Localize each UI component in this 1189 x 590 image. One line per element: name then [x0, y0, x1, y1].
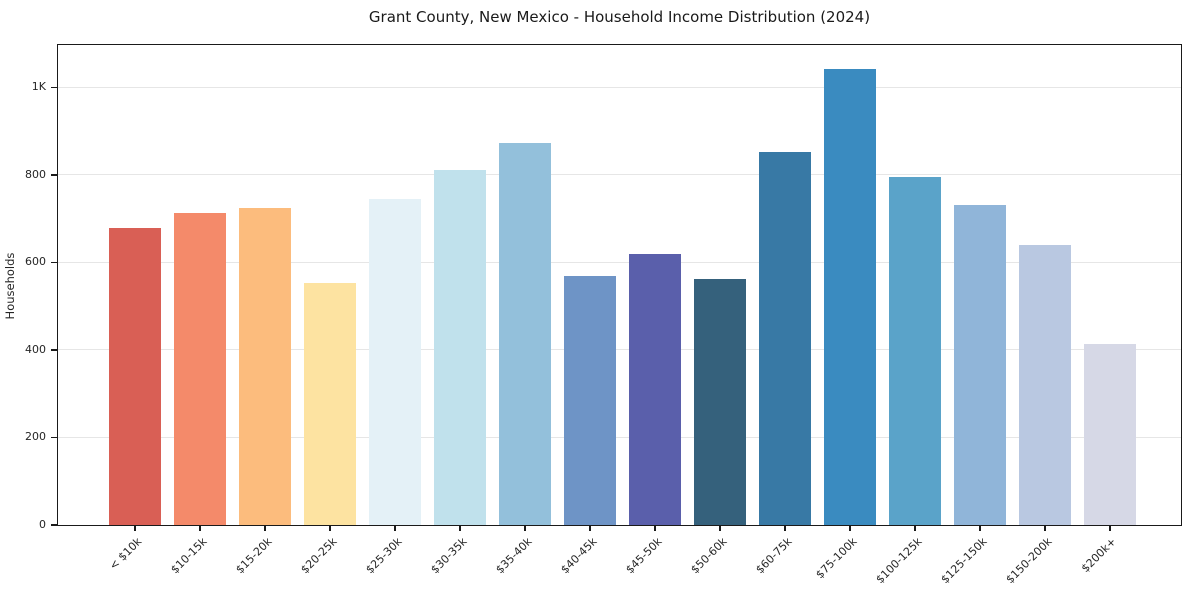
y-tick-mark	[51, 436, 57, 439]
x-tick-label-< $10k: < $10k	[106, 535, 145, 573]
x-tick-label-$60-75k: $60-75k	[752, 535, 795, 577]
x-tick-label-$40-45k: $40-45k	[557, 535, 600, 577]
x-tick-label-$100-125k: $100-125k	[873, 535, 925, 587]
x-tick-label-$35-40k: $35-40k	[492, 535, 535, 577]
y-tick-label-400: 400	[25, 342, 46, 356]
bar-$10-15k	[174, 213, 226, 525]
y-tick-mark	[51, 86, 57, 89]
bar-$100-125k	[889, 176, 941, 525]
x-tick-mark	[264, 526, 266, 531]
x-tick-label-$15-20k: $15-20k	[232, 535, 275, 577]
y-tick-label-600: 600	[25, 255, 46, 269]
bar-< $10k	[109, 228, 161, 525]
bar-$35-40k	[499, 143, 551, 525]
gridline-600	[58, 261, 1181, 263]
y-tick-label-1K: 1K	[31, 80, 46, 94]
bar-$15-20k	[239, 207, 291, 525]
x-tick-label-$25-30k: $25-30k	[362, 535, 405, 577]
x-tick-mark	[1109, 526, 1111, 531]
x-tick-label-$50-60k: $50-60k	[687, 535, 730, 577]
x-tick-mark	[329, 526, 331, 531]
x-tick-label-$75-100k: $75-100k	[812, 535, 860, 582]
bar-$40-45k	[564, 276, 616, 525]
x-tick-mark	[719, 526, 721, 531]
gridline-800	[58, 174, 1181, 176]
plot-area	[57, 44, 1182, 526]
bar-$60-75k	[759, 151, 811, 525]
bar-$25-30k	[369, 198, 421, 525]
x-tick-mark	[459, 526, 461, 531]
bar-$150-200k	[1019, 244, 1071, 525]
x-tick-mark	[1044, 526, 1046, 531]
y-tick-label-800: 800	[25, 167, 46, 181]
x-tick-mark	[914, 526, 916, 531]
x-tick-mark	[589, 526, 591, 531]
bar-$125-150k	[954, 204, 1006, 525]
bar-$75-100k	[824, 68, 876, 525]
bar-$30-35k	[434, 170, 486, 525]
y-tick-mark	[51, 524, 57, 526]
y-tick-label-200: 200	[25, 430, 46, 444]
y-tick-mark	[51, 174, 57, 176]
x-tick-label-$150-200k: $150-200k	[1003, 535, 1055, 587]
x-tick-label-$200k+: $200k+	[1079, 535, 1120, 576]
bar-$200k+	[1084, 344, 1136, 525]
chart-title: Grant County, New Mexico - Household Inc…	[368, 8, 871, 26]
x-tick-mark	[979, 526, 981, 531]
x-tick-label-$30-35k: $30-35k	[427, 535, 470, 577]
x-tick-mark	[134, 526, 136, 531]
y-tick-mark	[51, 349, 57, 351]
bar-$20-25k	[304, 283, 356, 525]
x-tick-mark	[524, 526, 526, 531]
y-tick-label-0: 0	[39, 518, 46, 531]
gridline-400	[58, 349, 1181, 351]
x-tick-label-$125-150k: $125-150k	[938, 535, 990, 587]
x-tick-mark	[394, 526, 396, 531]
x-tick-label-$10-15k: $10-15k	[167, 535, 210, 577]
x-tick-mark	[199, 526, 201, 531]
x-tick-mark	[784, 526, 786, 531]
x-tick-mark	[654, 526, 656, 531]
x-tick-label-$45-50k: $45-50k	[622, 535, 665, 577]
bar-$50-60k	[694, 278, 746, 525]
gridline-200	[58, 436, 1181, 438]
gridline-1K	[58, 86, 1181, 88]
bar-$45-50k	[629, 253, 681, 525]
x-tick-label-$20-25k: $20-25k	[297, 535, 340, 577]
x-tick-mark	[849, 526, 851, 531]
y-tick-mark	[51, 261, 57, 264]
